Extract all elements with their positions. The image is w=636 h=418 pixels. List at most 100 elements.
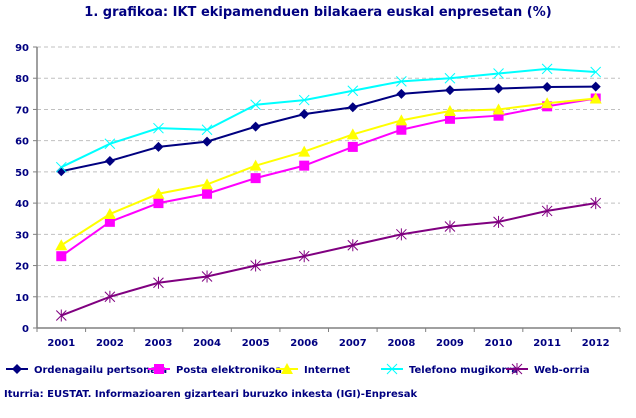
series-line [60, 67, 596, 169]
data-point [250, 99, 261, 111]
data-point [541, 97, 554, 109]
data-point [493, 215, 504, 228]
data-point [152, 187, 165, 199]
data-point [55, 309, 67, 322]
x-tick-label: 2001 [47, 338, 75, 349]
series-web-orria [55, 197, 602, 322]
data-point [395, 114, 408, 126]
data-point [250, 259, 261, 272]
data-point [541, 63, 553, 75]
x-tick-label: 2007 [339, 338, 367, 349]
data-point [56, 251, 67, 262]
y-tick-label: 70 [15, 105, 29, 116]
y-tick-label: 30 [15, 230, 29, 241]
data-point [444, 85, 455, 96]
data-point [201, 270, 213, 283]
x-tick-label: 2003 [145, 338, 173, 349]
data-point [396, 88, 407, 99]
data-point [299, 160, 310, 171]
data-point [153, 198, 164, 209]
y-tick-label: 60 [15, 137, 29, 148]
data-point [493, 83, 504, 94]
x-tick-label: 2002 [96, 338, 124, 349]
series-line [60, 97, 596, 258]
legend-label: Posta elektronikoa [176, 365, 282, 376]
data-point [55, 239, 68, 251]
data-point [103, 208, 116, 220]
data-point [590, 81, 601, 92]
data-point [104, 138, 116, 150]
data-point [55, 161, 67, 173]
data-point [444, 72, 456, 84]
series-line [60, 202, 596, 317]
data-point [347, 141, 358, 152]
legend-item: Posta elektronikoa [148, 364, 282, 376]
data-point [202, 188, 213, 199]
legend-label: Ordenagailu pertsonala [34, 365, 167, 376]
legend-label: Telefono mugikorra [409, 365, 518, 376]
data-point [201, 124, 213, 136]
data-point [201, 178, 214, 190]
series-telefono-mugikorra [55, 63, 602, 173]
data-point [541, 204, 553, 217]
series-ordenagailu-pertsonala [56, 81, 601, 177]
x-tick-label: 2008 [387, 338, 415, 349]
data-point [250, 173, 261, 184]
data-point [386, 363, 398, 375]
data-point [396, 75, 407, 87]
y-tick-label: 40 [15, 199, 29, 210]
x-tick-label: 2010 [485, 338, 513, 349]
data-point [249, 159, 262, 171]
data-point [12, 364, 22, 374]
y-tick-label: 50 [15, 168, 29, 179]
x-tick-label: 2012 [582, 338, 610, 349]
line-chart: 0 10 20 30 40 50 60 70 80 90 2001 2002 2003 2004 2005 2… [6, 43, 621, 376]
data-point [250, 121, 261, 132]
series-internet [55, 92, 602, 251]
x-tick-label: 2011 [533, 338, 561, 349]
legend-item: Ordenagailu pertsonala [6, 364, 167, 376]
data-point [347, 102, 358, 113]
series-line [60, 97, 596, 247]
data-point [298, 94, 310, 106]
series-posta-elektronikoa [56, 93, 601, 262]
data-point [443, 105, 456, 117]
x-tick-label: 2005 [242, 338, 270, 349]
data-point [153, 122, 164, 134]
data-point [104, 216, 115, 227]
data-point [56, 166, 67, 177]
data-point [396, 124, 407, 135]
y-tick-label: 80 [15, 74, 29, 85]
data-point [104, 155, 115, 166]
data-point [492, 103, 505, 115]
source-note: Iturria: EUSTAT. Informazioaren gizartea… [4, 389, 418, 400]
legend-item: Telefono mugikorra [381, 363, 518, 376]
data-point [153, 276, 164, 289]
x-tick-label: 2006 [290, 338, 318, 349]
y-tick-label: 90 [15, 43, 29, 54]
legend-label: Web-orria [534, 365, 590, 376]
data-point [493, 110, 504, 121]
data-point [493, 68, 504, 79]
data-point [281, 363, 293, 374]
data-point [590, 66, 602, 78]
data-point [347, 85, 359, 97]
data-point [542, 81, 553, 92]
legend-label: Internet [304, 365, 350, 376]
data-point [346, 128, 359, 140]
y-tick-label: 10 [15, 293, 29, 304]
data-point [590, 197, 602, 210]
data-point [511, 363, 523, 375]
data-point [444, 113, 455, 124]
data-point [347, 239, 359, 252]
data-point [153, 141, 164, 152]
legend-item: Internet [276, 363, 350, 376]
chart-title: 1. grafikoa: IKT ekipamenduen bilakaera … [84, 5, 552, 20]
data-point [299, 109, 310, 120]
y-tick-label: 20 [15, 262, 29, 273]
data-point [444, 220, 456, 233]
data-point [154, 364, 164, 374]
data-point [589, 92, 602, 104]
data-point [104, 290, 116, 303]
